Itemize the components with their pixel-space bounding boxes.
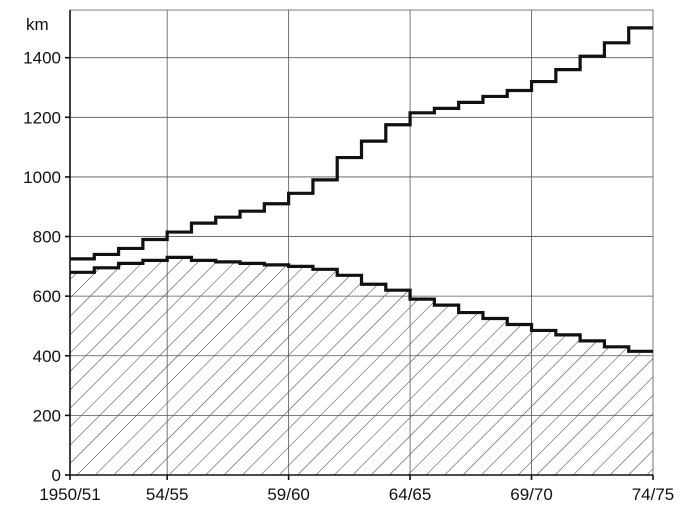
y-tick-label-600: 600 <box>33 287 61 306</box>
step-line-series-2 <box>70 255 653 353</box>
y-tick-label-200: 200 <box>33 406 61 425</box>
hatched-area-layer <box>70 257 653 475</box>
y-tick-label-800: 800 <box>33 228 61 247</box>
hatched-area-series-2 <box>70 257 653 475</box>
y-axis-unit-label: km <box>26 15 49 34</box>
x-tick-label-3: 64/65 <box>389 485 432 504</box>
tick-label-layer: 0 200 400 600 800 1000 1200 1400 1950/51 54/55 59/… <box>23 49 674 504</box>
x-tick-label-0: 1950/51 <box>39 485 100 504</box>
y-tick-label-400: 400 <box>33 347 61 366</box>
y-tick-label-0: 0 <box>52 466 61 485</box>
step-line-series-1 <box>70 26 653 261</box>
axis-layer <box>65 10 654 480</box>
y-tick-label-1400: 1400 <box>23 49 61 68</box>
x-tick-label-1: 54/55 <box>146 485 189 504</box>
x-tick-label-5: 74/75 <box>632 485 675 504</box>
x-tick-label-2: 59/60 <box>267 485 310 504</box>
y-tick-label-1200: 1200 <box>23 108 61 127</box>
series-layer <box>70 26 653 353</box>
x-tick-label-4: 69/70 <box>510 485 553 504</box>
y-tick-label-1000: 1000 <box>23 168 61 187</box>
